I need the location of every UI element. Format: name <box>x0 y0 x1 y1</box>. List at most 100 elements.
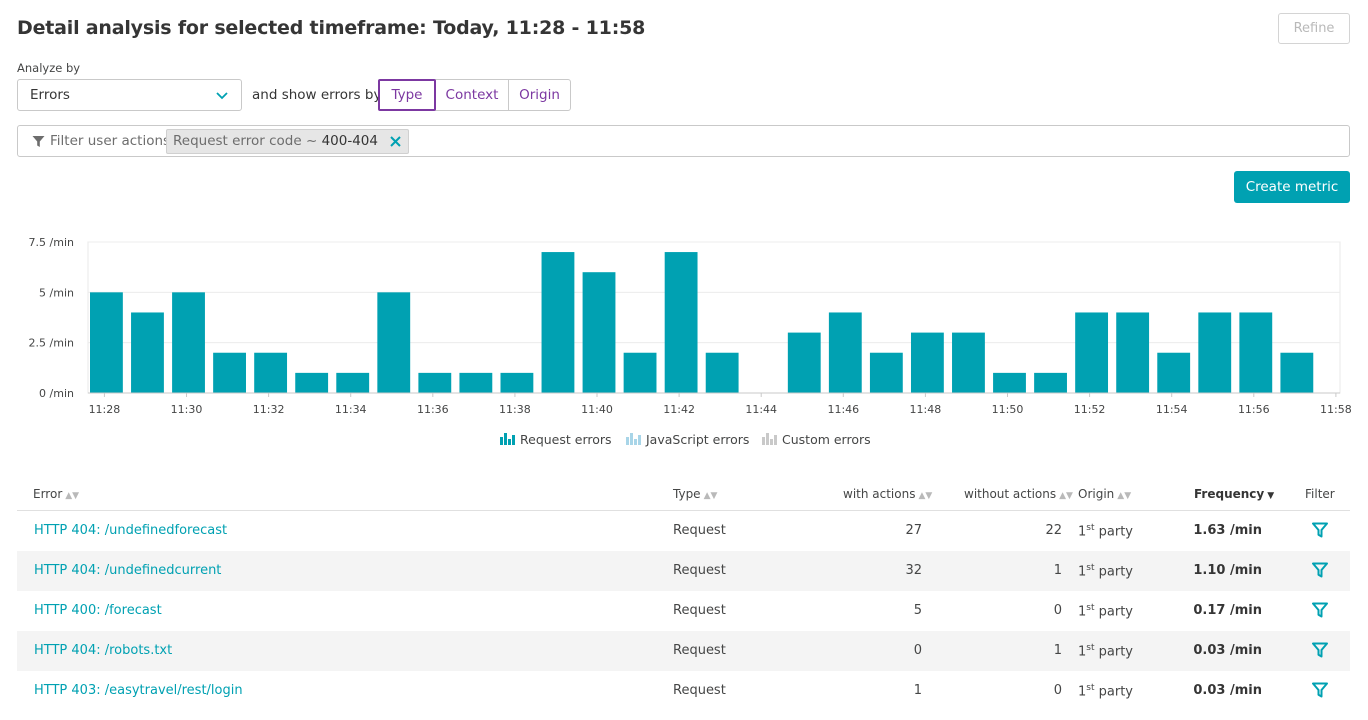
origin-party: 1st party <box>1078 563 1133 580</box>
legend-request-errors[interactable]: Request errors <box>500 432 612 447</box>
frequency-value: 0.03 /min <box>1193 643 1262 658</box>
x-tick-label: 11:54 <box>1156 403 1188 416</box>
bar[interactable] <box>828 312 862 393</box>
refine-button[interactable]: Refine <box>1278 13 1350 44</box>
x-tick-label: 11:38 <box>499 403 531 416</box>
bar[interactable] <box>952 332 985 393</box>
bar[interactable] <box>582 272 616 393</box>
legend-label: Custom errors <box>782 432 871 447</box>
x-tick-label: 11:58 <box>1320 403 1352 416</box>
column-header-error[interactable]: Error ▲▼ <box>33 487 80 501</box>
bar[interactable] <box>172 292 205 393</box>
x-tick-label: 11:40 <box>581 403 613 416</box>
bar[interactable] <box>213 352 246 393</box>
funnel-icon[interactable] <box>1312 522 1328 538</box>
error-link[interactable]: HTTP 400: /forecast <box>34 603 162 618</box>
error-type: Request <box>673 563 726 578</box>
column-header-filter: Filter <box>1305 487 1335 501</box>
bar[interactable] <box>1198 312 1232 393</box>
with-actions-count: 1 <box>913 683 922 698</box>
bar[interactable] <box>254 352 288 393</box>
x-tick-label: 11:44 <box>745 403 777 416</box>
frequency-value: 0.17 /min <box>1193 603 1262 618</box>
funnel-icon[interactable] <box>1312 682 1328 698</box>
bar[interactable] <box>787 332 821 393</box>
bar[interactable] <box>541 252 575 393</box>
bar[interactable] <box>459 372 493 393</box>
without-actions-count: 0 <box>1053 603 1062 618</box>
with-actions-count: 32 <box>905 563 922 578</box>
x-tick-label: 11:36 <box>417 403 449 416</box>
x-tick-label: 11:52 <box>1074 403 1106 416</box>
x-tick-label: 11:34 <box>335 403 367 416</box>
errors-table-header: Error ▲▼ Type ▲▼ with actions ▲▼ without ac… <box>17 480 1350 511</box>
bar[interactable] <box>869 352 903 393</box>
filter-label: Filter user actions <box>50 133 171 149</box>
page-title: Detail analysis for selected timeframe: … <box>17 17 646 39</box>
table-row: HTTP 404: /robots.txt Request 0 1 1st party 0… <box>17 631 1350 671</box>
bar[interactable] <box>295 372 329 393</box>
origin-party: 1st party <box>1078 523 1133 540</box>
bar[interactable] <box>131 312 164 393</box>
funnel-icon[interactable] <box>1312 602 1328 618</box>
table-row: HTTP 403: /easytravel/rest/login Request 1… <box>17 671 1350 711</box>
error-link[interactable]: HTTP 404: /undefinedforecast <box>34 523 228 538</box>
bar[interactable] <box>705 352 739 393</box>
create-metric-button[interactable]: Create metric <box>1234 171 1350 203</box>
bar[interactable] <box>1157 352 1191 393</box>
bar[interactable] <box>664 252 698 393</box>
x-tick-label: 11:50 <box>992 403 1024 416</box>
bar[interactable] <box>1034 372 1067 393</box>
bar[interactable] <box>336 372 370 393</box>
bar[interactable] <box>993 372 1026 393</box>
origin-party: 1st party <box>1078 603 1133 620</box>
error-link[interactable]: HTTP 404: /robots.txt <box>34 643 173 658</box>
legend-label: Request errors <box>520 432 612 447</box>
x-tick-label: 11:30 <box>171 403 203 416</box>
table-row: HTTP 400: /forecast Request 5 0 1st party 0.1… <box>17 591 1350 631</box>
origin-party: 1st party <box>1078 683 1133 700</box>
segment-type[interactable]: Type <box>378 79 436 111</box>
bar[interactable] <box>1280 352 1314 393</box>
bar[interactable] <box>1075 312 1109 393</box>
without-actions-count: 22 <box>1045 523 1062 538</box>
error-type: Request <box>673 603 726 618</box>
y-tick-label: 5 /min <box>39 286 74 299</box>
analyze-by-select[interactable]: Errors <box>17 79 242 111</box>
bar-chart-icon <box>762 433 777 445</box>
x-tick-label: 11:56 <box>1238 403 1270 416</box>
table-row: HTTP 404: /undefinedcurrent Request 32 1 1st… <box>17 551 1350 591</box>
bar[interactable] <box>623 352 657 393</box>
column-header-type[interactable]: Type ▲▼ <box>673 487 718 501</box>
analyze-by-label: Analyze by <box>17 61 81 75</box>
funnel-icon[interactable] <box>1312 642 1328 658</box>
bar[interactable] <box>418 372 452 393</box>
close-icon[interactable] <box>389 135 402 148</box>
segment-origin[interactable]: Origin <box>508 79 571 111</box>
bar-chart-icon <box>500 433 515 445</box>
bar[interactable] <box>500 372 534 393</box>
with-actions-count: 0 <box>913 643 922 658</box>
error-link[interactable]: HTTP 404: /undefinedcurrent <box>34 563 222 578</box>
column-header-without-actions[interactable]: without actions ▲▼ <box>964 487 1073 501</box>
show-errors-by-label: and show errors by <box>252 87 382 103</box>
bar[interactable] <box>1116 312 1150 393</box>
bar[interactable] <box>377 292 411 393</box>
frequency-value: 0.03 /min <box>1193 683 1262 698</box>
filter-chip[interactable]: Request error code ~ 400-404 <box>166 129 409 154</box>
x-tick-label: 11:48 <box>910 403 942 416</box>
segment-context[interactable]: Context <box>435 79 509 111</box>
bar[interactable] <box>1239 312 1273 393</box>
error-link[interactable]: HTTP 403: /easytravel/rest/login <box>34 683 243 698</box>
legend-custom-errors[interactable]: Custom errors <box>762 432 871 447</box>
filter-user-actions-bar[interactable]: Filter user actions Request error code ~… <box>17 125 1350 157</box>
bar[interactable] <box>910 332 944 393</box>
bar[interactable] <box>90 292 123 393</box>
legend-javascript-errors[interactable]: JavaScript errors <box>626 432 749 447</box>
funnel-icon[interactable] <box>1312 562 1328 578</box>
origin-party: 1st party <box>1078 643 1133 660</box>
filter-chip-key: Request error code ~ <box>173 133 318 149</box>
column-header-origin[interactable]: Origin ▲▼ <box>1078 487 1132 501</box>
column-header-with-actions[interactable]: with actions ▲▼ <box>843 487 933 501</box>
column-header-frequency[interactable]: Frequency ▼ <box>1194 487 1275 501</box>
